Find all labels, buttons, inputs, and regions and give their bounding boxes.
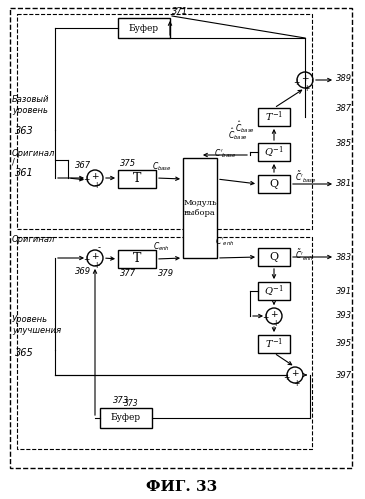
- Text: $Q^{-1}$: $Q^{-1}$: [264, 283, 284, 299]
- Text: $\tilde{C}'_{base}$: $\tilde{C}'_{base}$: [295, 170, 317, 185]
- Text: +: +: [293, 77, 299, 86]
- Text: +: +: [83, 255, 89, 264]
- Text: 373: 373: [113, 396, 129, 405]
- Text: 381: 381: [336, 179, 352, 188]
- Bar: [100, 408, 152, 428]
- Text: 393: 393: [336, 311, 352, 320]
- Text: 397: 397: [336, 370, 352, 380]
- Text: -: -: [97, 244, 100, 252]
- Text: Q: Q: [269, 179, 278, 189]
- Bar: [258, 175, 290, 193]
- Text: +: +: [293, 379, 299, 388]
- Bar: [183, 158, 217, 258]
- Text: $C_{base}$: $C_{base}$: [152, 161, 172, 173]
- Text: 361: 361: [15, 168, 34, 178]
- Text: $\hat{C}_{base}$: $\hat{C}_{base}$: [235, 119, 255, 135]
- Bar: [258, 335, 290, 353]
- Text: +: +: [301, 74, 309, 83]
- Text: 371: 371: [172, 7, 188, 16]
- Text: 377: 377: [120, 269, 136, 278]
- Text: +: +: [291, 369, 299, 378]
- Bar: [17, 14, 312, 229]
- Text: 365: 365: [15, 348, 34, 358]
- Bar: [118, 170, 156, 188]
- Bar: [258, 248, 290, 266]
- Bar: [258, 108, 290, 126]
- Text: +: +: [303, 83, 309, 92]
- Text: 395: 395: [336, 339, 352, 348]
- Text: Модуль
выбора: Модуль выбора: [183, 200, 217, 217]
- Text: Буфер: Буфер: [129, 23, 159, 32]
- Text: 373: 373: [124, 399, 138, 408]
- Text: 385: 385: [336, 139, 352, 148]
- Bar: [258, 143, 290, 161]
- Text: $C_{enh}$: $C_{enh}$: [153, 241, 170, 253]
- Text: 369: 369: [75, 267, 91, 276]
- Text: +: +: [93, 261, 99, 270]
- Text: +: +: [272, 319, 278, 328]
- Text: 383: 383: [336, 252, 352, 261]
- Text: 389: 389: [336, 73, 352, 82]
- Text: Уровень
улучшения: Уровень улучшения: [12, 315, 61, 335]
- Text: +: +: [83, 176, 89, 185]
- Text: +: +: [91, 252, 99, 261]
- Bar: [118, 250, 156, 268]
- Text: $\hat{C}_{base}$: $\hat{C}_{base}$: [228, 126, 248, 142]
- Text: 367: 367: [75, 161, 91, 170]
- Text: $Q^{-1}$: $Q^{-1}$: [264, 144, 284, 160]
- Bar: [118, 18, 170, 38]
- Text: +: +: [270, 310, 278, 319]
- Text: Буфер: Буфер: [111, 414, 141, 423]
- Text: ФИГ. 33: ФИГ. 33: [146, 480, 218, 494]
- Text: $C'_{base}$: $C'_{base}$: [214, 148, 236, 160]
- Text: 363: 363: [15, 126, 34, 136]
- Text: Оригинал: Оригинал: [12, 149, 55, 158]
- Text: +: +: [262, 313, 268, 322]
- Text: /: /: [12, 158, 15, 167]
- Text: 391: 391: [336, 286, 352, 295]
- Text: Базовый
уровень: Базовый уровень: [12, 95, 50, 115]
- Text: +: +: [93, 182, 99, 191]
- Bar: [258, 282, 290, 300]
- Text: $\tilde{C}'_{enh}$: $\tilde{C}'_{enh}$: [295, 248, 314, 262]
- Text: $T^{-1}$: $T^{-1}$: [265, 110, 283, 124]
- Bar: [17, 237, 312, 449]
- Text: T: T: [133, 173, 141, 186]
- Text: Q: Q: [269, 252, 278, 262]
- Text: +: +: [91, 172, 99, 181]
- Text: $T^{-1}$: $T^{-1}$: [265, 337, 283, 351]
- Text: 387: 387: [336, 103, 352, 112]
- Text: Оригинал: Оригинал: [12, 236, 55, 245]
- Text: $C'_{enh}$: $C'_{enh}$: [215, 236, 235, 248]
- Text: 375: 375: [120, 159, 136, 168]
- Text: T: T: [133, 252, 141, 265]
- Text: +: +: [283, 372, 289, 382]
- Text: 379: 379: [158, 269, 174, 278]
